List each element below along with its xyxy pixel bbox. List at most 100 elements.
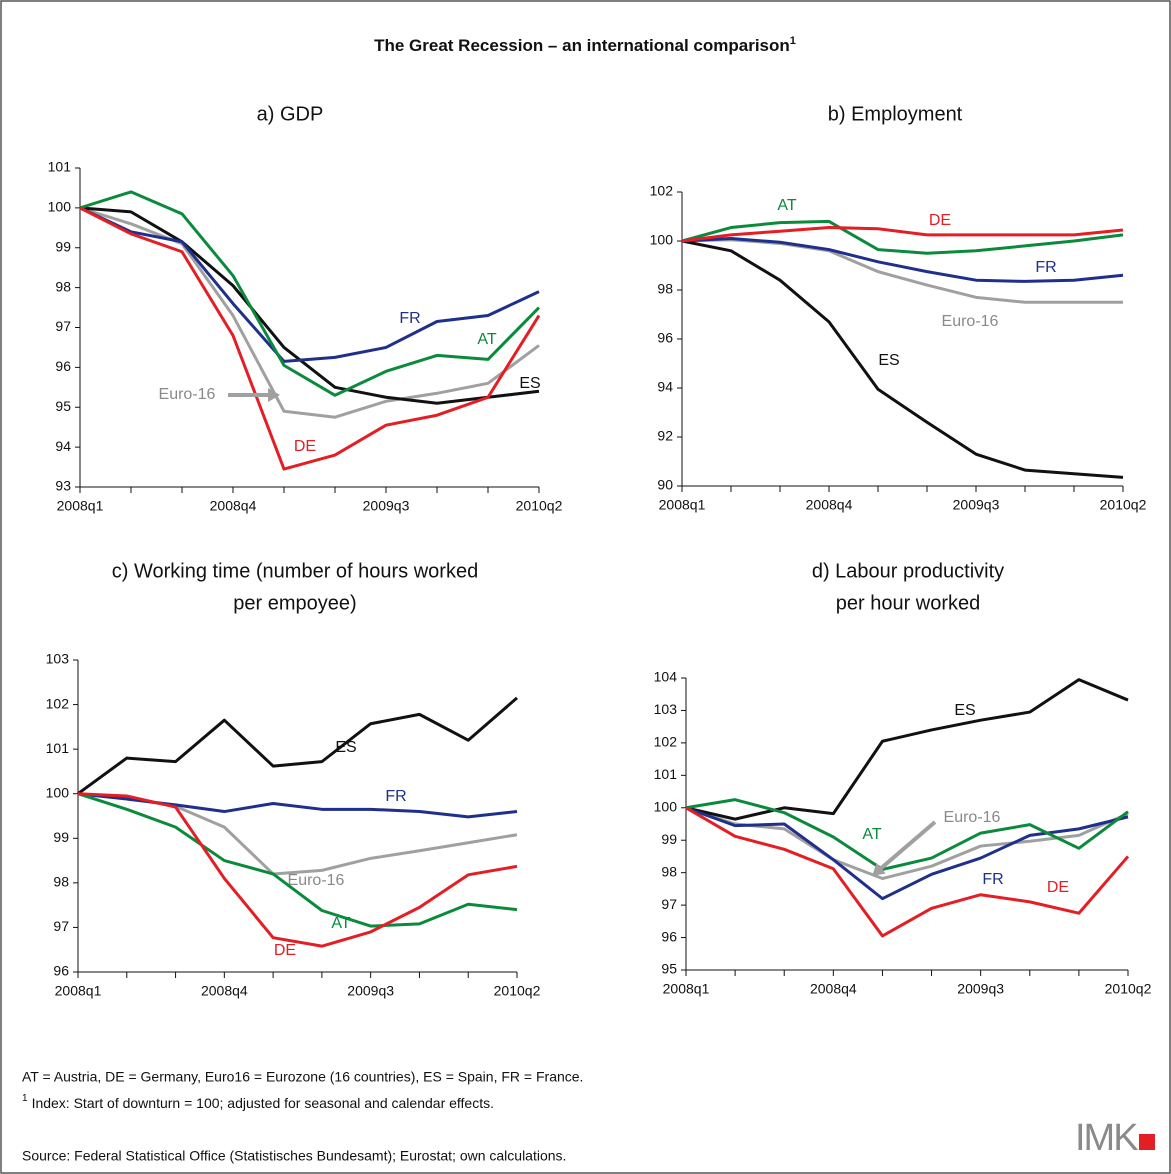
chart-title: per empoyee) bbox=[233, 592, 356, 614]
y-tick-label: 102 bbox=[650, 183, 674, 199]
y-tick-label: 95 bbox=[661, 961, 677, 977]
series-line bbox=[79, 190, 541, 397]
y-tick-label: 101 bbox=[654, 766, 678, 782]
y-tick-label: 98 bbox=[657, 281, 673, 297]
y-tick-label: 97 bbox=[53, 918, 69, 934]
series-line bbox=[79, 206, 540, 363]
series-label: FR bbox=[982, 871, 1003, 888]
series-label: ES bbox=[519, 375, 540, 392]
logo-mark bbox=[1139, 1134, 1155, 1150]
x-tick-label: 2008q1 bbox=[57, 498, 104, 514]
footnote: 1 Index: Start of downturn = 100; adjuste… bbox=[22, 1093, 494, 1111]
series-line bbox=[685, 806, 1129, 901]
arrow-head bbox=[268, 388, 280, 402]
x-tick-label: 2009q3 bbox=[957, 981, 1004, 997]
footnote-marker: 1 bbox=[22, 1093, 28, 1104]
arrow-head bbox=[872, 862, 886, 876]
y-tick-label: 100 bbox=[650, 232, 674, 248]
chart-title: a) GDP bbox=[257, 103, 324, 125]
x-tick-label: 2008q1 bbox=[663, 981, 710, 997]
y-tick-label: 100 bbox=[48, 199, 72, 215]
logo: IMK bbox=[1075, 1117, 1138, 1159]
y-tick-label: 101 bbox=[48, 159, 72, 175]
series-label: AT bbox=[777, 197, 796, 214]
series-line bbox=[79, 206, 540, 419]
series-label: Euro-16 bbox=[159, 386, 216, 403]
y-tick-label: 94 bbox=[55, 438, 71, 454]
series-line bbox=[681, 226, 1124, 243]
y-tick-label: 101 bbox=[46, 740, 70, 756]
y-tick-label: 96 bbox=[53, 963, 69, 979]
series-label: DE bbox=[274, 942, 296, 959]
x-tick-label: 2008q4 bbox=[210, 498, 257, 514]
series-line bbox=[685, 806, 1129, 881]
y-tick-label: 98 bbox=[55, 278, 71, 294]
y-tick-label: 99 bbox=[661, 831, 677, 847]
series-label: FR bbox=[385, 788, 406, 805]
series-label: Euro-16 bbox=[288, 872, 345, 889]
title-note: 1 bbox=[790, 35, 796, 47]
y-tick-label: 99 bbox=[53, 829, 69, 845]
chart-title: c) Working time (number of hours worked bbox=[112, 560, 478, 582]
series-line bbox=[685, 798, 1129, 871]
y-tick-label: 96 bbox=[55, 358, 71, 374]
y-tick-label: 93 bbox=[55, 478, 71, 494]
x-tick-label: 2009q3 bbox=[953, 497, 1000, 513]
y-tick-label: 102 bbox=[46, 695, 70, 711]
series-label: AT bbox=[331, 915, 350, 932]
x-tick-label: 2008q4 bbox=[806, 497, 853, 513]
series-line bbox=[685, 678, 1129, 821]
note: AT = Austria, DE = Germany, Euro16 = Eur… bbox=[22, 1069, 583, 1085]
x-tick-label: 2008q1 bbox=[659, 497, 706, 513]
series-line bbox=[77, 792, 518, 948]
y-tick-label: 94 bbox=[657, 379, 673, 395]
y-tick-label: 95 bbox=[55, 398, 71, 414]
y-tick-label: 97 bbox=[55, 318, 71, 334]
series-line bbox=[681, 239, 1124, 479]
y-tick-label: 99 bbox=[55, 238, 71, 254]
series-label: DE bbox=[929, 212, 951, 229]
y-tick-label: 104 bbox=[654, 669, 678, 685]
series-label: DE bbox=[1047, 879, 1069, 896]
series-line bbox=[685, 806, 1130, 938]
y-tick-label: 90 bbox=[657, 477, 673, 493]
y-tick-label: 103 bbox=[654, 701, 678, 717]
y-tick-label: 97 bbox=[661, 896, 677, 912]
y-tick-label: 92 bbox=[657, 428, 673, 444]
series-label: AT bbox=[862, 826, 881, 843]
series-line bbox=[77, 696, 518, 795]
chart-title: b) Employment bbox=[828, 103, 963, 125]
chart-title: per hour worked bbox=[836, 592, 981, 614]
y-tick-label: 98 bbox=[53, 874, 69, 890]
y-tick-label: 100 bbox=[654, 798, 678, 814]
arrow bbox=[876, 820, 937, 873]
x-tick-label: 2010q2 bbox=[1100, 497, 1147, 513]
x-tick-label: 2010q2 bbox=[494, 983, 541, 999]
series-line bbox=[681, 219, 1124, 255]
x-tick-label: 2009q3 bbox=[347, 983, 394, 999]
x-tick-label: 2008q1 bbox=[55, 983, 102, 999]
series-line bbox=[681, 237, 1124, 283]
series-label: ES bbox=[954, 702, 975, 719]
series-line bbox=[79, 206, 541, 471]
series-label: Euro-16 bbox=[944, 809, 1001, 826]
series-line bbox=[79, 206, 540, 405]
source: Source: Federal Statistical Office (Stat… bbox=[22, 1148, 566, 1164]
x-tick-label: 2008q4 bbox=[201, 983, 248, 999]
x-tick-label: 2009q3 bbox=[363, 498, 410, 514]
series-label: DE bbox=[294, 438, 316, 455]
x-tick-label: 2008q4 bbox=[810, 981, 857, 997]
chart-title: d) Labour productivity bbox=[812, 560, 1004, 582]
y-tick-label: 96 bbox=[661, 928, 677, 944]
y-tick-label: 96 bbox=[657, 330, 673, 346]
series-line bbox=[77, 792, 518, 928]
series-label: ES bbox=[878, 352, 899, 369]
footnote-text: Index: Start of downturn = 100; adjusted… bbox=[32, 1095, 494, 1111]
series-label: AT bbox=[477, 331, 496, 348]
y-tick-label: 100 bbox=[46, 784, 70, 800]
series-label: ES bbox=[335, 739, 356, 756]
x-tick-label: 2010q2 bbox=[1105, 981, 1152, 997]
